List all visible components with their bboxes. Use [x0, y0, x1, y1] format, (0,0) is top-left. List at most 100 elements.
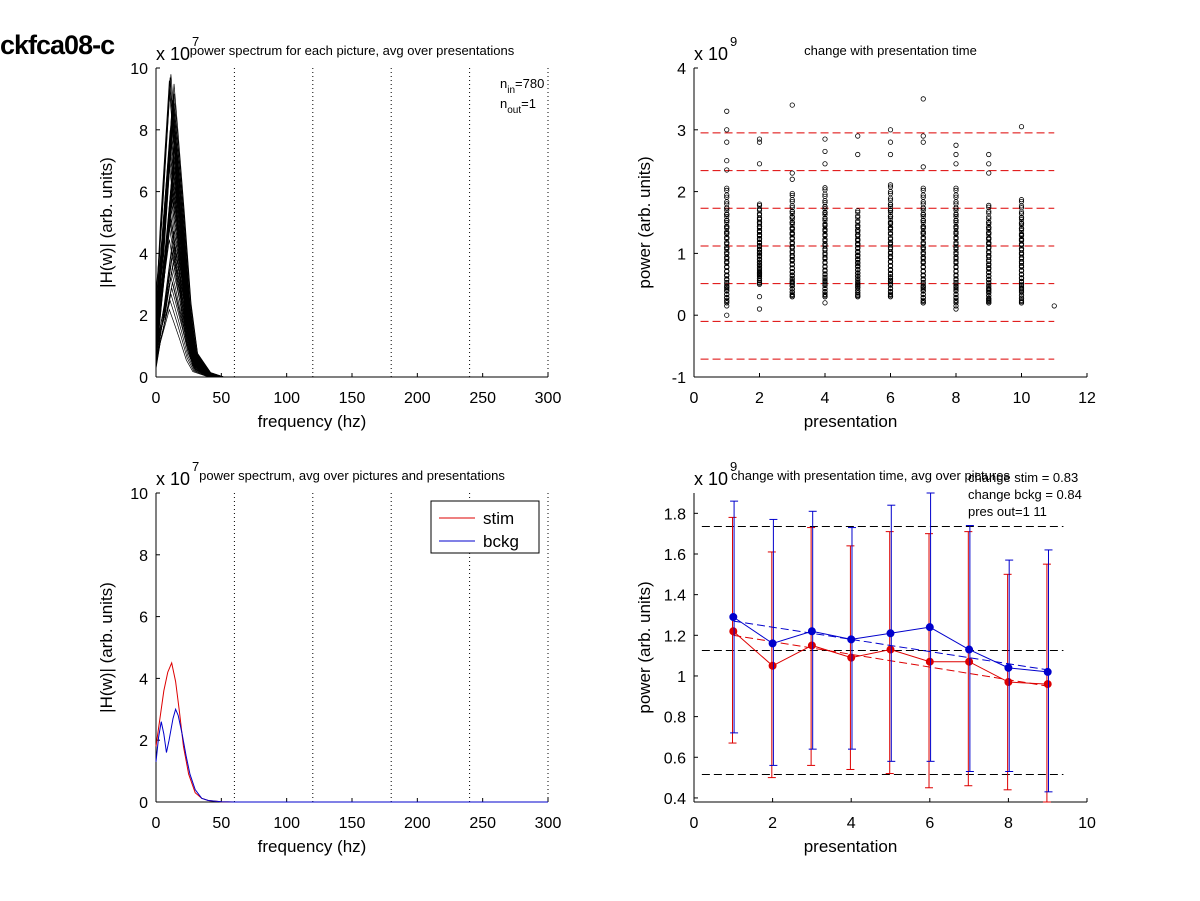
- scatter-point: [789, 289, 795, 295]
- data-point: [847, 635, 856, 644]
- scatter-point: [724, 223, 730, 230]
- spectrum-line: [155, 239, 548, 378]
- scatter-point: [920, 272, 926, 278]
- scatter-point: [822, 276, 828, 282]
- x-tick-label: 0: [690, 815, 699, 832]
- x-tick-label: 10: [1078, 815, 1096, 832]
- y-tick-label: 1.2: [664, 628, 686, 645]
- x-tick-label: 8: [952, 390, 961, 407]
- x-tick-label: 2: [768, 815, 777, 832]
- scatter-point: [920, 245, 926, 251]
- scatter-point: [756, 262, 763, 268]
- scatter-point: [855, 287, 861, 293]
- scatter-point: [953, 234, 959, 241]
- spectrum-line: [155, 218, 548, 378]
- scatter-point: [920, 297, 926, 303]
- scatter-point: [724, 229, 730, 235]
- spectrum-line: [155, 210, 548, 378]
- y-tick-label: 1.8: [664, 506, 686, 523]
- scatter-point: [789, 216, 795, 222]
- scatter-point: [920, 213, 926, 220]
- chart-title: power spectrum for each picture, avg ove…: [190, 43, 515, 58]
- scatter-point: [724, 213, 730, 220]
- scatter-point: [953, 286, 959, 292]
- scatter-point: [986, 161, 992, 167]
- spectrum-line: [155, 165, 548, 378]
- scatter-point: [756, 259, 763, 265]
- scatter-point: [789, 225, 795, 231]
- scatter-point: [789, 199, 795, 205]
- spectrum-line: [155, 103, 548, 378]
- scatter-point: [953, 187, 959, 193]
- spectrum-line: [155, 183, 548, 378]
- scatter-point: [855, 208, 861, 214]
- spectrum-line: [155, 179, 548, 378]
- scatter-point: [756, 249, 763, 255]
- y-tick-label: 1: [677, 246, 686, 263]
- data-point: [886, 645, 895, 654]
- spectrum-line: [155, 226, 548, 378]
- data-point: [965, 657, 974, 666]
- spectrum-line: [155, 74, 548, 378]
- spectrum-line: [155, 161, 548, 378]
- scatter-point: [855, 214, 861, 221]
- spectrum-line: [155, 96, 548, 378]
- scatter-point: [789, 219, 795, 225]
- spectrum-line: [155, 287, 548, 378]
- scatter-point: [1018, 222, 1025, 228]
- scatter-point: [724, 167, 730, 173]
- scatter-point: [822, 206, 828, 212]
- data-point: [1043, 667, 1052, 676]
- y-exponent-power: 7: [192, 34, 199, 49]
- scatter-point: [953, 241, 959, 247]
- scatter-point: [953, 297, 959, 303]
- scatter-point: [789, 226, 795, 233]
- scatter-point: [822, 136, 828, 142]
- spectrum-line: [155, 126, 548, 378]
- scatter-point: [920, 279, 926, 286]
- scatter-point: [953, 240, 959, 246]
- scatter-point: [887, 263, 894, 269]
- data-point: [925, 623, 934, 632]
- scatter-point: [887, 270, 894, 276]
- y-tick-label: 0.4: [664, 791, 686, 808]
- x-tick-label: 0: [690, 390, 699, 407]
- scatter-point: [789, 204, 795, 211]
- scatter-point: [756, 243, 763, 249]
- spectrum-line: [155, 262, 548, 378]
- spectrum-line: [155, 276, 548, 378]
- y-tick-label: 0.8: [664, 710, 686, 727]
- spectrum-line: [155, 168, 548, 378]
- scatter-point: [756, 252, 763, 258]
- scatter-point: [1018, 216, 1025, 223]
- scatter-point: [920, 251, 926, 257]
- x-tick-label: 12: [1078, 390, 1096, 407]
- data-point: [768, 639, 777, 648]
- data-point: [807, 641, 816, 650]
- scatter-point: [953, 303, 959, 309]
- scatter-point: [822, 226, 828, 233]
- scatter-point: [953, 223, 959, 230]
- x-tick-label: 150: [339, 815, 366, 832]
- scatter-point: [822, 294, 828, 300]
- scatter-point: [855, 270, 861, 276]
- scatter-point: [887, 213, 894, 219]
- scatter-point: [986, 285, 992, 291]
- data-point: [729, 613, 738, 622]
- scatter-point: [953, 300, 959, 306]
- spectrum-line: [155, 137, 548, 378]
- annotation-symbol: n: [500, 96, 507, 111]
- spectrum-line: [155, 116, 548, 378]
- spectrum-line: [155, 144, 548, 378]
- scatter-point: [953, 219, 959, 226]
- scatter-point: [1018, 281, 1025, 288]
- scatter-point: [887, 285, 894, 291]
- x-tick-label: 100: [273, 815, 300, 832]
- scatter-point: [887, 280, 894, 286]
- scatter-point: [855, 209, 861, 215]
- y-tick-label: 0: [139, 370, 148, 387]
- scatter-point: [887, 203, 894, 210]
- scatter-point: [920, 276, 926, 282]
- scatter-point: [920, 300, 926, 306]
- scatter-point: [822, 187, 828, 193]
